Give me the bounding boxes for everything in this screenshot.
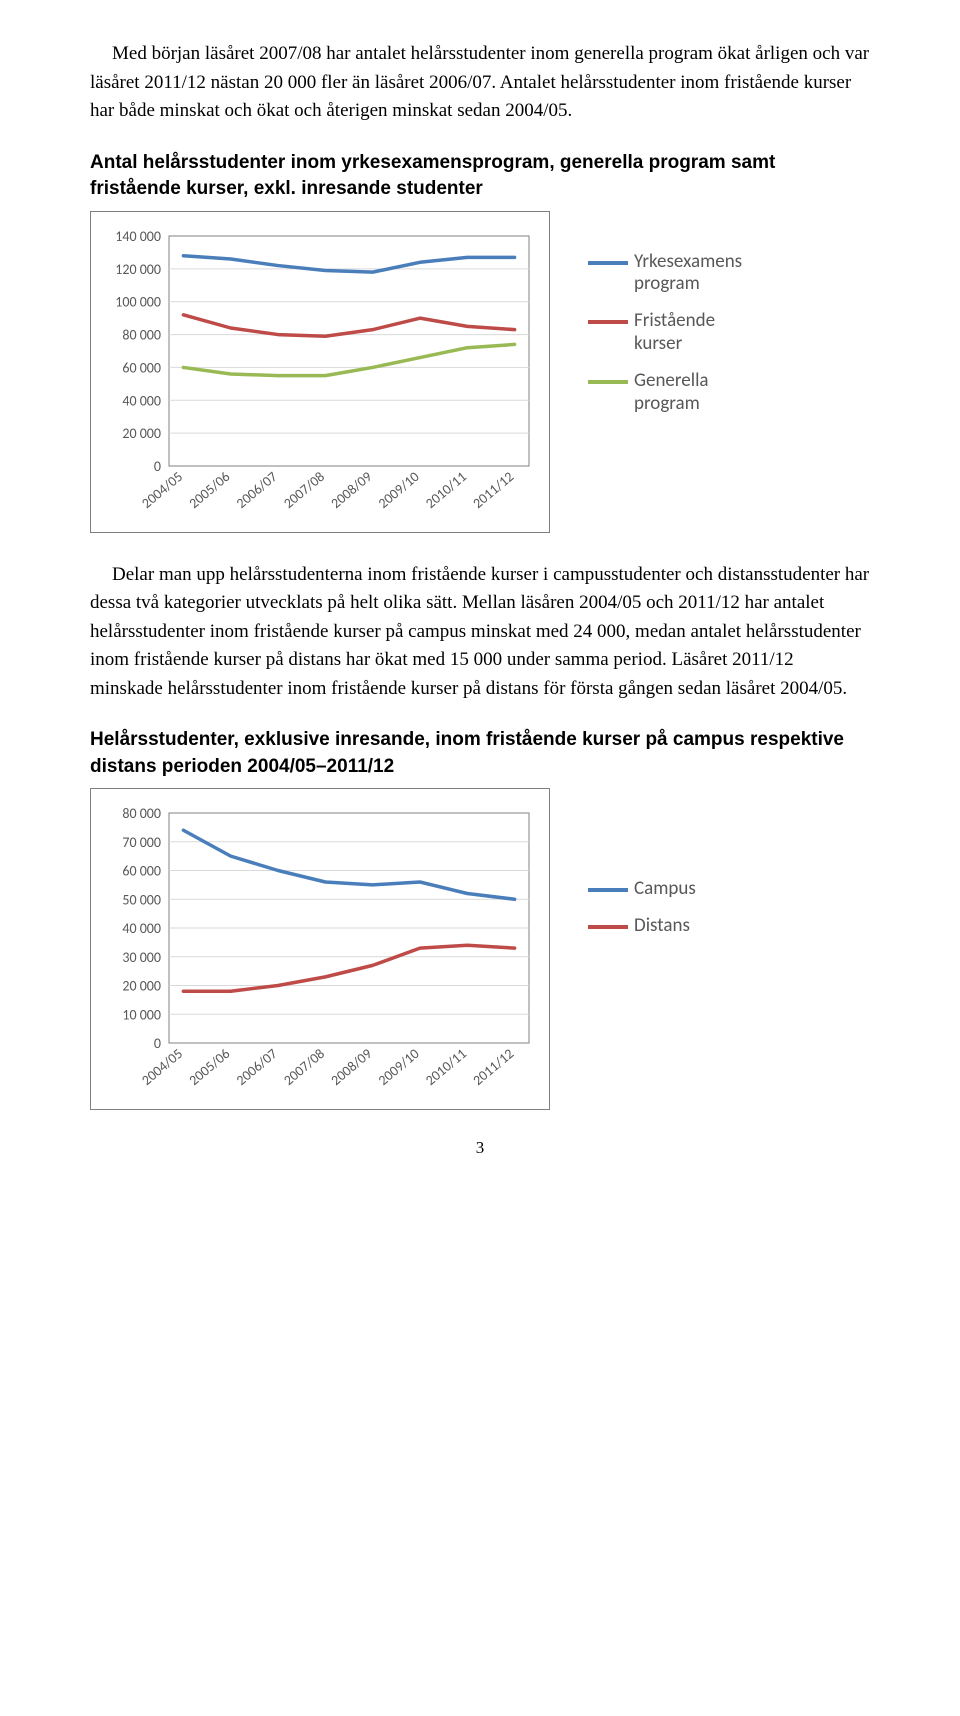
- svg-text:2011/12: 2011/12: [469, 468, 517, 512]
- svg-text:0: 0: [154, 458, 161, 475]
- svg-text:80 000: 80 000: [122, 326, 161, 343]
- document-page: Med början läsåret 2007/08 har antalet h…: [0, 0, 960, 1198]
- svg-text:50 000: 50 000: [122, 892, 161, 909]
- legend-item: Campus: [588, 878, 696, 901]
- legend-item: Generellaprogram: [588, 370, 742, 416]
- legend-label: Generellaprogram: [634, 370, 709, 416]
- page-number: 3: [90, 1138, 870, 1158]
- chart1-box: 0 20 000 40 000 60 000 80 000 100 000 120 000 1…: [90, 211, 550, 533]
- legend-label: Campus: [634, 878, 696, 901]
- legend-item: Yrkesexamensprogram: [588, 251, 742, 297]
- legend-swatch: [588, 925, 628, 929]
- svg-text:2009/10: 2009/10: [375, 1045, 423, 1089]
- svg-text:2008/09: 2008/09: [328, 468, 376, 512]
- svg-text:2009/10: 2009/10: [375, 468, 423, 512]
- svg-text:2006/07: 2006/07: [233, 468, 281, 512]
- svg-text:2005/06: 2005/06: [186, 468, 234, 512]
- legend-swatch: [588, 380, 628, 384]
- legend-label: Yrkesexamensprogram: [634, 251, 742, 297]
- chart2-container: 0 10 000 20 000 30 000 40 000 50 000 60 000 70 …: [90, 788, 870, 1110]
- svg-text:10 000: 10 000: [122, 1007, 161, 1024]
- svg-text:100 000: 100 000: [115, 293, 161, 310]
- legend-swatch: [588, 320, 628, 324]
- legend-swatch: [588, 888, 628, 892]
- legend-swatch: [588, 261, 628, 265]
- legend-label: Distans: [634, 915, 690, 938]
- legend-item: Distans: [588, 915, 696, 938]
- svg-text:2007/08: 2007/08: [280, 1045, 328, 1089]
- chart2-box: 0 10 000 20 000 30 000 40 000 50 000 60 000 70 …: [90, 788, 550, 1110]
- svg-text:2007/08: 2007/08: [280, 468, 328, 512]
- chart2-legend: Campus Distans: [588, 878, 696, 952]
- chart2-svg: 0 10 000 20 000 30 000 40 000 50 000 60 000 70 …: [99, 801, 539, 1101]
- svg-text:80 000: 80 000: [122, 805, 161, 822]
- svg-text:2008/09: 2008/09: [328, 1045, 376, 1089]
- svg-text:120 000: 120 000: [115, 261, 161, 278]
- svg-text:20 000: 20 000: [122, 425, 161, 442]
- svg-text:2004/05: 2004/05: [138, 468, 186, 512]
- svg-text:2006/07: 2006/07: [233, 1045, 281, 1089]
- svg-text:140 000: 140 000: [115, 228, 161, 245]
- chart2-title: Helårsstudenter, exklusive inresande, in…: [90, 727, 870, 780]
- svg-text:0: 0: [154, 1035, 161, 1052]
- chart1-svg: 0 20 000 40 000 60 000 80 000 100 000 120 000 1…: [99, 224, 539, 524]
- svg-text:40 000: 40 000: [122, 392, 161, 409]
- svg-text:2004/05: 2004/05: [138, 1045, 186, 1089]
- svg-text:2010/11: 2010/11: [422, 468, 470, 512]
- svg-text:60 000: 60 000: [122, 863, 161, 880]
- legend-item: Friståendekurser: [588, 310, 742, 356]
- svg-text:2011/12: 2011/12: [469, 1045, 517, 1089]
- paragraph-1: Med början läsåret 2007/08 har antalet h…: [90, 40, 870, 126]
- chart1-title: Antal helårsstudenter inom yrkesexamensp…: [90, 150, 870, 203]
- svg-text:60 000: 60 000: [122, 359, 161, 376]
- svg-text:2005/06: 2005/06: [186, 1045, 234, 1089]
- chart1-legend: Yrkesexamensprogram Friståendekurser Gener…: [588, 251, 742, 430]
- svg-text:2010/11: 2010/11: [422, 1045, 470, 1089]
- svg-text:20 000: 20 000: [122, 978, 161, 995]
- chart1-container: 0 20 000 40 000 60 000 80 000 100 000 120 000 1…: [90, 211, 870, 533]
- svg-text:40 000: 40 000: [122, 920, 161, 937]
- svg-text:70 000: 70 000: [122, 834, 161, 851]
- paragraph-2: Delar man upp helårsstudenterna inom fri…: [90, 561, 870, 704]
- legend-label: Friståendekurser: [634, 310, 715, 356]
- svg-text:30 000: 30 000: [122, 949, 161, 966]
